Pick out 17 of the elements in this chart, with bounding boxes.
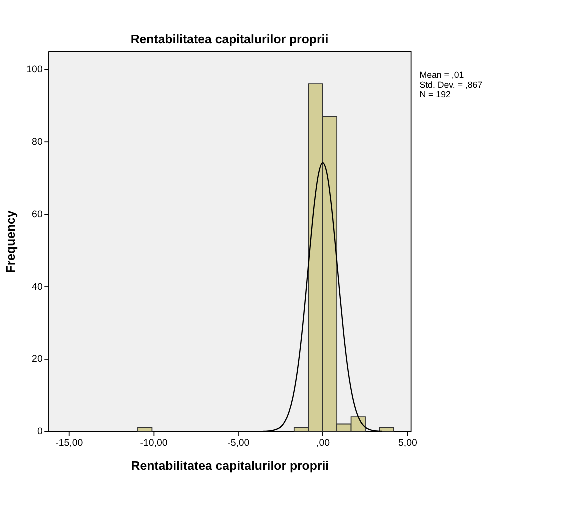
x-tick-label: -15,00 <box>56 438 84 450</box>
x-tick-label: 5,00 <box>398 438 418 450</box>
y-axis-title: Frequency <box>4 210 18 274</box>
y-tick-label: 100 <box>26 64 44 76</box>
y-tick-label: 20 <box>32 354 44 366</box>
y-tick-label: 60 <box>32 209 44 220</box>
text: Mean = ,01 <box>420 70 464 80</box>
chart-title: Rentabilitatea capitalurilor proprii <box>130 32 329 47</box>
y-tick-label: 0 <box>37 426 44 438</box>
text: Std. Dev. = ,867 <box>420 80 483 90</box>
text: N = 192 <box>420 89 451 100</box>
y-tick-label: 80 <box>32 137 44 148</box>
x-tick-label: ,00 <box>316 438 331 450</box>
x-tick-label: -5,00 <box>228 438 250 450</box>
x-axis-title: Rentabilitatea capitalurilor proprii <box>131 458 330 473</box>
x-tick-label: -10,00 <box>140 438 168 450</box>
y-tick-label: 40 <box>32 282 44 293</box>
